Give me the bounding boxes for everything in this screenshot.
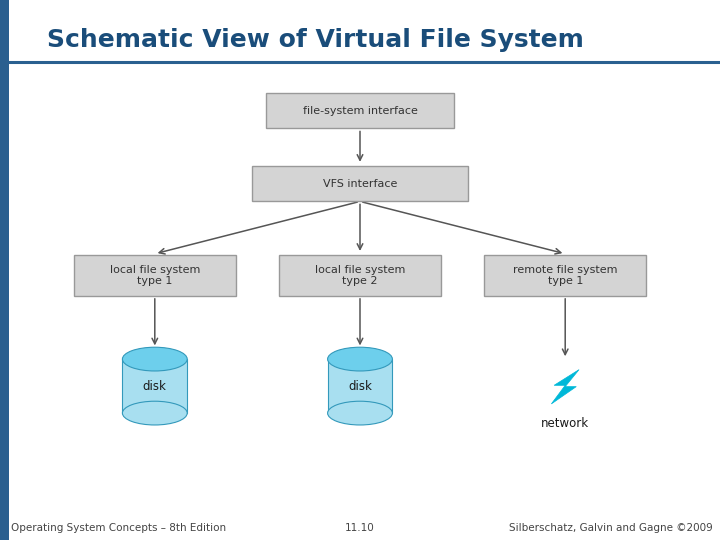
Text: disk: disk — [143, 380, 167, 393]
Ellipse shape — [328, 401, 392, 425]
Bar — [328, 359, 392, 413]
FancyBboxPatch shape — [252, 166, 468, 201]
Ellipse shape — [122, 401, 187, 425]
FancyBboxPatch shape — [73, 255, 236, 296]
Text: local file system
type 2: local file system type 2 — [315, 265, 405, 286]
Polygon shape — [552, 369, 579, 404]
Text: VFS interface: VFS interface — [323, 179, 397, 188]
Text: Schematic View of Virtual File System: Schematic View of Virtual File System — [47, 29, 584, 52]
Text: Operating System Concepts – 8th Edition: Operating System Concepts – 8th Edition — [11, 523, 226, 533]
Ellipse shape — [328, 347, 392, 371]
Text: Silberschatz, Galvin and Gagne ©2009: Silberschatz, Galvin and Gagne ©2009 — [509, 523, 713, 533]
Bar — [0, 0, 9, 540]
Text: 11.10: 11.10 — [345, 523, 375, 533]
Text: local file system
type 1: local file system type 1 — [109, 265, 200, 286]
Text: disk: disk — [348, 380, 372, 393]
Text: network: network — [541, 416, 589, 430]
Ellipse shape — [122, 347, 187, 371]
FancyBboxPatch shape — [266, 93, 454, 128]
Text: file-system interface: file-system interface — [302, 106, 418, 116]
Bar — [122, 359, 187, 413]
FancyBboxPatch shape — [484, 255, 647, 296]
Text: remote file system
type 1: remote file system type 1 — [513, 265, 618, 286]
FancyBboxPatch shape — [279, 255, 441, 296]
